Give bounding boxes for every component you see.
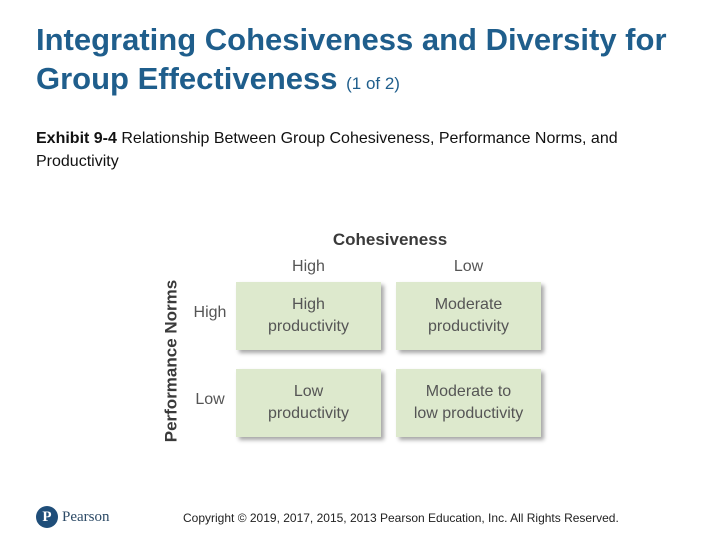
cell-high-norms-high-cohesiveness: High productivity	[236, 282, 381, 350]
cell-high-norms-low-cohesiveness: Moderate productivity	[396, 282, 541, 350]
cell-low-norms-low-cohesiveness: Moderate to low productivity	[396, 369, 541, 437]
column-axis-title: Cohesiveness	[332, 230, 448, 249]
exhibit-label: Exhibit 9-4	[36, 130, 117, 147]
row-label-low: Low	[195, 391, 225, 408]
column-label-high: High	[292, 258, 325, 275]
pearson-logo: P Pearson	[36, 506, 110, 528]
cell-low-norms-high-cohesiveness: Low productivity	[236, 369, 381, 437]
slide-title: Integrating Cohesiveness and Diversity f…	[36, 20, 696, 103]
title-suffix: (1 of 2)	[346, 74, 400, 93]
column-label-low: Low	[453, 258, 484, 275]
exhibit-text: Relationship Between Group Cohesiveness,…	[36, 130, 618, 170]
title-main: Integrating Cohesiveness and Diversity f…	[36, 22, 667, 96]
pearson-logo-icon: P	[36, 506, 58, 528]
pearson-logo-text: Pearson	[62, 508, 110, 525]
exhibit-caption: Exhibit 9-4 Relationship Between Group C…	[36, 127, 686, 173]
copyright-notice: Copyright © 2019, 2017, 2015, 2013 Pears…	[183, 511, 619, 525]
row-label-high: High	[193, 304, 227, 321]
row-axis-title: Performance Norms	[161, 279, 181, 443]
row-axis-title-wrap: Performance Norms	[160, 268, 182, 454]
